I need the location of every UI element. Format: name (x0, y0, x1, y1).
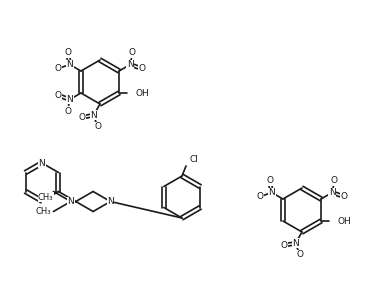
Text: O: O (296, 250, 303, 259)
Text: OH: OH (135, 88, 149, 98)
Text: N: N (329, 188, 336, 197)
Text: N: N (67, 197, 74, 206)
Text: N: N (66, 95, 73, 104)
Text: CH₃: CH₃ (38, 193, 53, 201)
Text: O: O (94, 122, 101, 131)
Text: O: O (340, 192, 347, 201)
Text: O: O (78, 113, 85, 122)
Text: N: N (66, 60, 73, 69)
Text: O: O (55, 64, 62, 73)
Text: O: O (257, 192, 264, 201)
Text: N: N (90, 111, 97, 120)
Text: N: N (39, 158, 45, 168)
Text: O: O (64, 48, 71, 57)
Text: OH: OH (337, 216, 351, 225)
Text: O: O (138, 64, 145, 73)
Text: CH₃: CH₃ (36, 207, 52, 216)
Text: O: O (266, 176, 273, 185)
Text: N: N (268, 188, 275, 197)
Text: O: O (55, 91, 62, 100)
Text: O: O (64, 107, 71, 116)
Text: Cl: Cl (190, 156, 199, 165)
Text: N: N (127, 60, 134, 69)
Text: O: O (280, 241, 287, 250)
Text: N: N (292, 239, 299, 248)
Text: O: O (129, 48, 136, 57)
Text: N: N (107, 197, 114, 206)
Text: O: O (331, 176, 338, 185)
